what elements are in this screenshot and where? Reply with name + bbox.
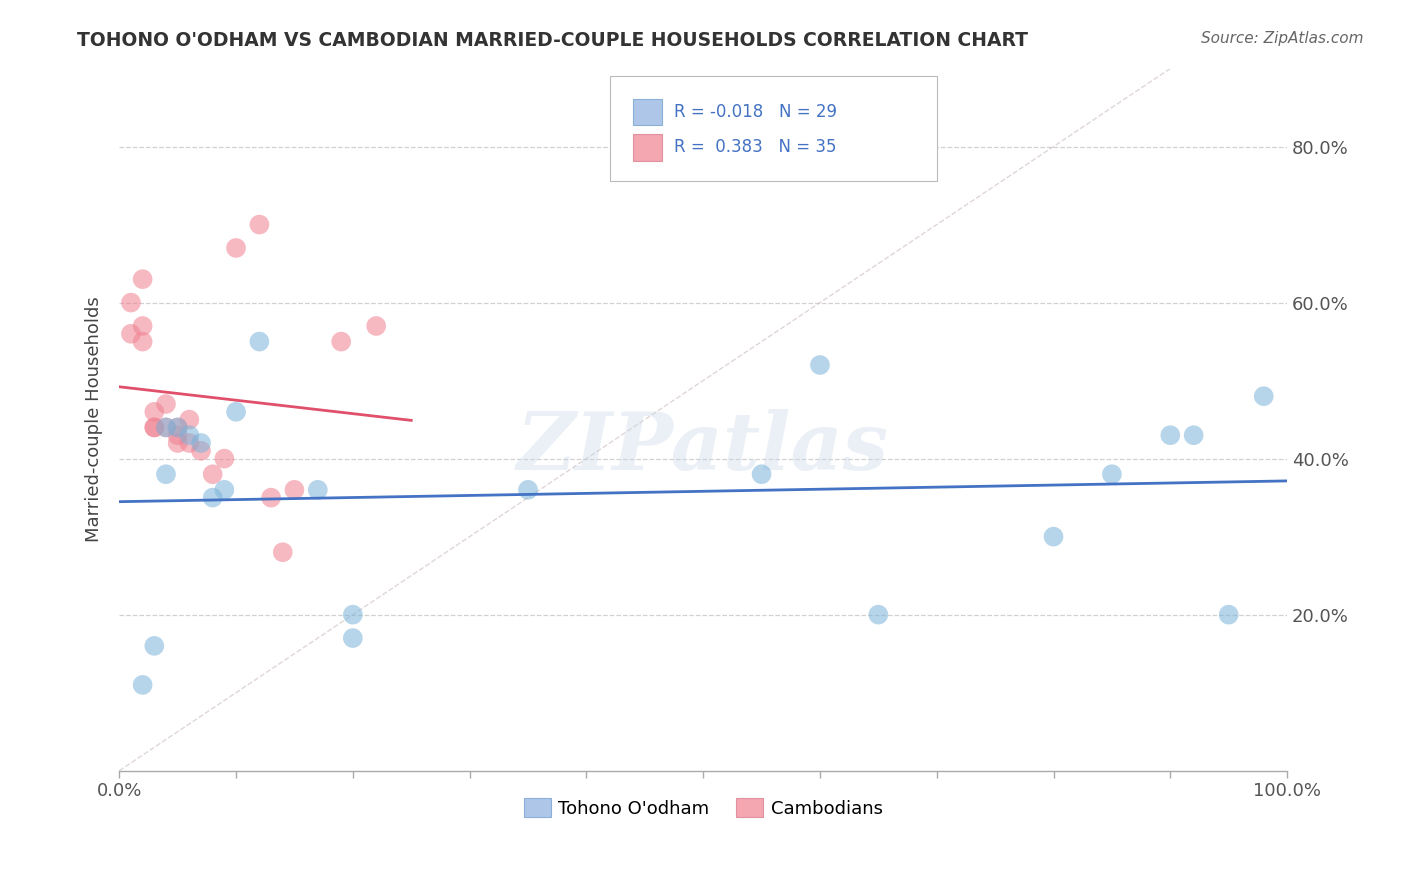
Point xyxy=(155,420,177,434)
Point xyxy=(179,428,201,442)
Bar xyxy=(633,99,662,126)
Point xyxy=(201,491,224,505)
Point xyxy=(225,405,247,419)
Legend: Tohono O'odham, Cambodians: Tohono O'odham, Cambodians xyxy=(516,791,890,825)
Point xyxy=(190,443,212,458)
Point xyxy=(1218,607,1240,622)
Text: Source: ZipAtlas.com: Source: ZipAtlas.com xyxy=(1201,31,1364,46)
Point xyxy=(155,420,177,434)
Point xyxy=(1042,530,1064,544)
Point xyxy=(1182,428,1205,442)
Point xyxy=(366,318,388,333)
Text: R = -0.018   N = 29: R = -0.018 N = 29 xyxy=(673,103,837,121)
Point xyxy=(260,491,283,505)
Text: R =  0.383   N = 35: R = 0.383 N = 35 xyxy=(673,138,837,156)
FancyBboxPatch shape xyxy=(610,76,936,181)
Point xyxy=(131,272,153,286)
Point xyxy=(342,607,364,622)
Point xyxy=(155,467,177,482)
Point xyxy=(143,639,166,653)
Y-axis label: Married-couple Households: Married-couple Households xyxy=(86,297,103,542)
Point xyxy=(179,412,201,426)
Point xyxy=(225,241,247,255)
Point xyxy=(155,397,177,411)
Point xyxy=(120,295,142,310)
Point xyxy=(249,334,271,349)
Point xyxy=(307,483,329,497)
Point xyxy=(751,467,773,482)
Point xyxy=(1101,467,1123,482)
Point xyxy=(517,483,540,497)
Point xyxy=(166,420,188,434)
Point xyxy=(166,428,188,442)
Point xyxy=(1159,428,1181,442)
Point xyxy=(1253,389,1275,403)
Point xyxy=(131,678,153,692)
Point xyxy=(330,334,353,349)
Point xyxy=(120,326,142,341)
Text: ZIPatlas: ZIPatlas xyxy=(517,409,889,486)
Point xyxy=(166,436,188,450)
Point xyxy=(283,483,305,497)
Point xyxy=(342,631,364,645)
Point xyxy=(143,405,166,419)
Point xyxy=(214,451,236,466)
Point xyxy=(214,483,236,497)
Point xyxy=(808,358,831,372)
Bar xyxy=(633,134,662,161)
Point xyxy=(190,436,212,450)
Point xyxy=(143,420,166,434)
Point xyxy=(868,607,890,622)
Text: TOHONO O'ODHAM VS CAMBODIAN MARRIED-COUPLE HOUSEHOLDS CORRELATION CHART: TOHONO O'ODHAM VS CAMBODIAN MARRIED-COUP… xyxy=(77,31,1028,50)
Point xyxy=(131,318,153,333)
Point xyxy=(143,420,166,434)
Point xyxy=(166,420,188,434)
Point xyxy=(201,467,224,482)
Point xyxy=(131,334,153,349)
Point xyxy=(271,545,294,559)
Point xyxy=(179,436,201,450)
Point xyxy=(249,218,271,232)
